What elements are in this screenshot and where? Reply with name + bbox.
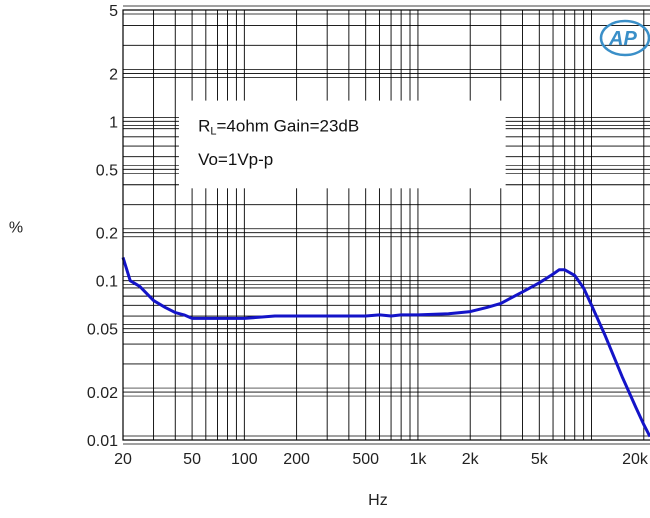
x-tick-label: 2k [462, 451, 480, 468]
annotation-line-1: RL=4ohm Gain=23dB [198, 116, 359, 137]
x-axis-label: Hz [368, 492, 388, 509]
annotation-line-2: Vo=1Vp-p [198, 150, 273, 169]
y-tick-label: 2 [109, 66, 118, 83]
x-tick-label: 500 [352, 451, 379, 468]
x-tick-label: 1k [409, 451, 427, 468]
x-tick-label: 20k [622, 451, 649, 468]
y-tick-labels: 5 2 1 0.5 0.2 0.1 0.05 0.02 0.01 [87, 3, 118, 450]
x-tick-label: 5k [531, 451, 549, 468]
annotation-rl-rest: =4ohm Gain=23dB [216, 116, 359, 135]
ap-logo-icon: AP [599, 19, 650, 57]
y-tick-label: 0.1 [96, 274, 118, 291]
plot-frame [122, 9, 650, 441]
x-tick-label: 100 [231, 451, 258, 468]
y-axis-label: % [9, 220, 23, 237]
series-layer [121, 256, 650, 438]
y-tick-label: 0.01 [87, 433, 118, 450]
x-tick-label: 200 [283, 451, 310, 468]
grid-minor-lines [122, 9, 650, 441]
y-tick-label: 0.02 [87, 385, 118, 402]
annotation-rl-subscript: L [210, 125, 216, 137]
annotation-rl-main: R [198, 116, 210, 135]
x-tick-labels: 20 50 100 200 500 1k 2k 5k 20k [114, 451, 649, 468]
x-tick-label: 20 [114, 451, 132, 468]
y-tick-label: 0.05 [87, 322, 118, 339]
y-tick-label: 1 [109, 114, 118, 131]
y-tick-label: 0.5 [96, 162, 118, 179]
logo-text: AP [608, 28, 637, 50]
y-tick-label: 0.2 [96, 226, 118, 243]
x-tick-label: 50 [183, 451, 201, 468]
series-line-0 [121, 256, 650, 438]
annotation-box [178, 100, 506, 189]
y-tick-label: 5 [109, 3, 118, 20]
